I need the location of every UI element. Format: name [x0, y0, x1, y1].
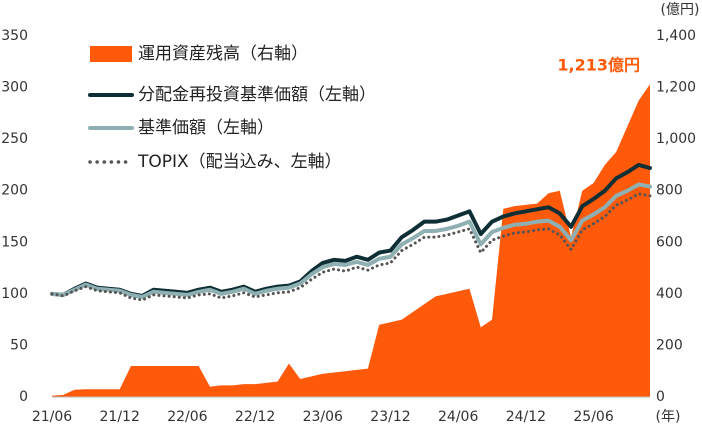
legend-label: 運用資産残高（右軸）	[138, 44, 308, 64]
area	[52, 84, 650, 397]
legend-swatch	[90, 46, 132, 62]
x-tick-label: 23/06	[303, 409, 343, 425]
y2-tick-label: 1,400	[656, 28, 696, 44]
y2-tick-label: 400	[656, 286, 683, 302]
x-tick-label: 21/12	[100, 409, 140, 425]
y2-tick-label: 600	[656, 234, 683, 250]
x-tick-label: 24/12	[506, 409, 546, 425]
line	[50, 182, 652, 299]
y2-tick-label: 200	[656, 337, 683, 353]
y-tick-label: 250	[1, 131, 28, 147]
x-tick-label: 24/06	[438, 409, 478, 425]
legend-label: 基準価額（左軸）	[138, 118, 274, 138]
y2-tick-label: 1,200	[656, 80, 696, 96]
x-tick-label: 22/12	[235, 409, 275, 425]
y2-unit: (億円)	[661, 2, 700, 18]
y-tick-label: 100	[1, 286, 28, 302]
x-tick-label: 21/06	[32, 409, 72, 425]
x-tick-label: 25/06	[573, 409, 613, 425]
annotation: 1,213億円	[557, 56, 640, 75]
y-tick-label: 350	[1, 28, 28, 44]
x-unit: (年)	[656, 409, 681, 425]
y-tick-label: 200	[1, 183, 28, 199]
x-tick-label: 22/06	[167, 409, 207, 425]
y-tick-label: 300	[1, 80, 28, 96]
y-tick-label: 0	[19, 389, 28, 405]
y2-tick-label: 800	[656, 183, 683, 199]
legend-label: 分配金再投資基準価額（左軸）	[138, 85, 376, 105]
y2-tick-label: 0	[656, 389, 665, 405]
x-tick-label: 23/12	[370, 409, 410, 425]
y-tick-label: 50	[10, 337, 28, 353]
y-tick-label: 150	[1, 234, 28, 250]
legend-label: TOPIX（配当込み、左軸）	[137, 152, 342, 172]
y2-tick-label: 1,000	[656, 131, 696, 147]
